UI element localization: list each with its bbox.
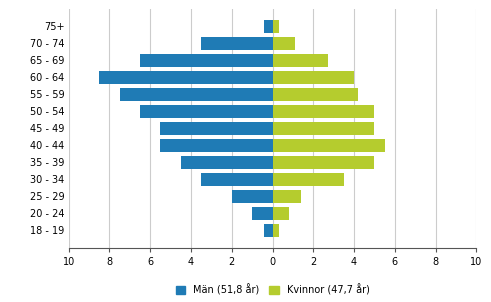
Bar [273, 207, 289, 220]
Bar [140, 54, 273, 67]
Bar [273, 37, 295, 50]
Bar [264, 20, 273, 33]
Bar [273, 173, 344, 186]
Bar [232, 190, 273, 203]
Bar [252, 207, 273, 220]
Bar [273, 71, 354, 84]
Bar [273, 224, 278, 237]
Bar [273, 139, 384, 152]
Bar [161, 139, 273, 152]
Bar [273, 20, 278, 33]
Bar [264, 224, 273, 237]
Bar [181, 156, 273, 169]
Bar [273, 54, 327, 67]
Bar [99, 71, 273, 84]
Bar [273, 88, 358, 101]
Bar [273, 105, 374, 118]
Bar [201, 37, 273, 50]
Bar [201, 173, 273, 186]
Bar [140, 105, 273, 118]
Bar [120, 88, 273, 101]
Legend: Män (51,8 år), Kvinnor (47,7 år): Män (51,8 år), Kvinnor (47,7 år) [176, 284, 369, 295]
Bar [161, 122, 273, 135]
Bar [273, 122, 374, 135]
Bar [273, 156, 374, 169]
Bar [273, 190, 301, 203]
